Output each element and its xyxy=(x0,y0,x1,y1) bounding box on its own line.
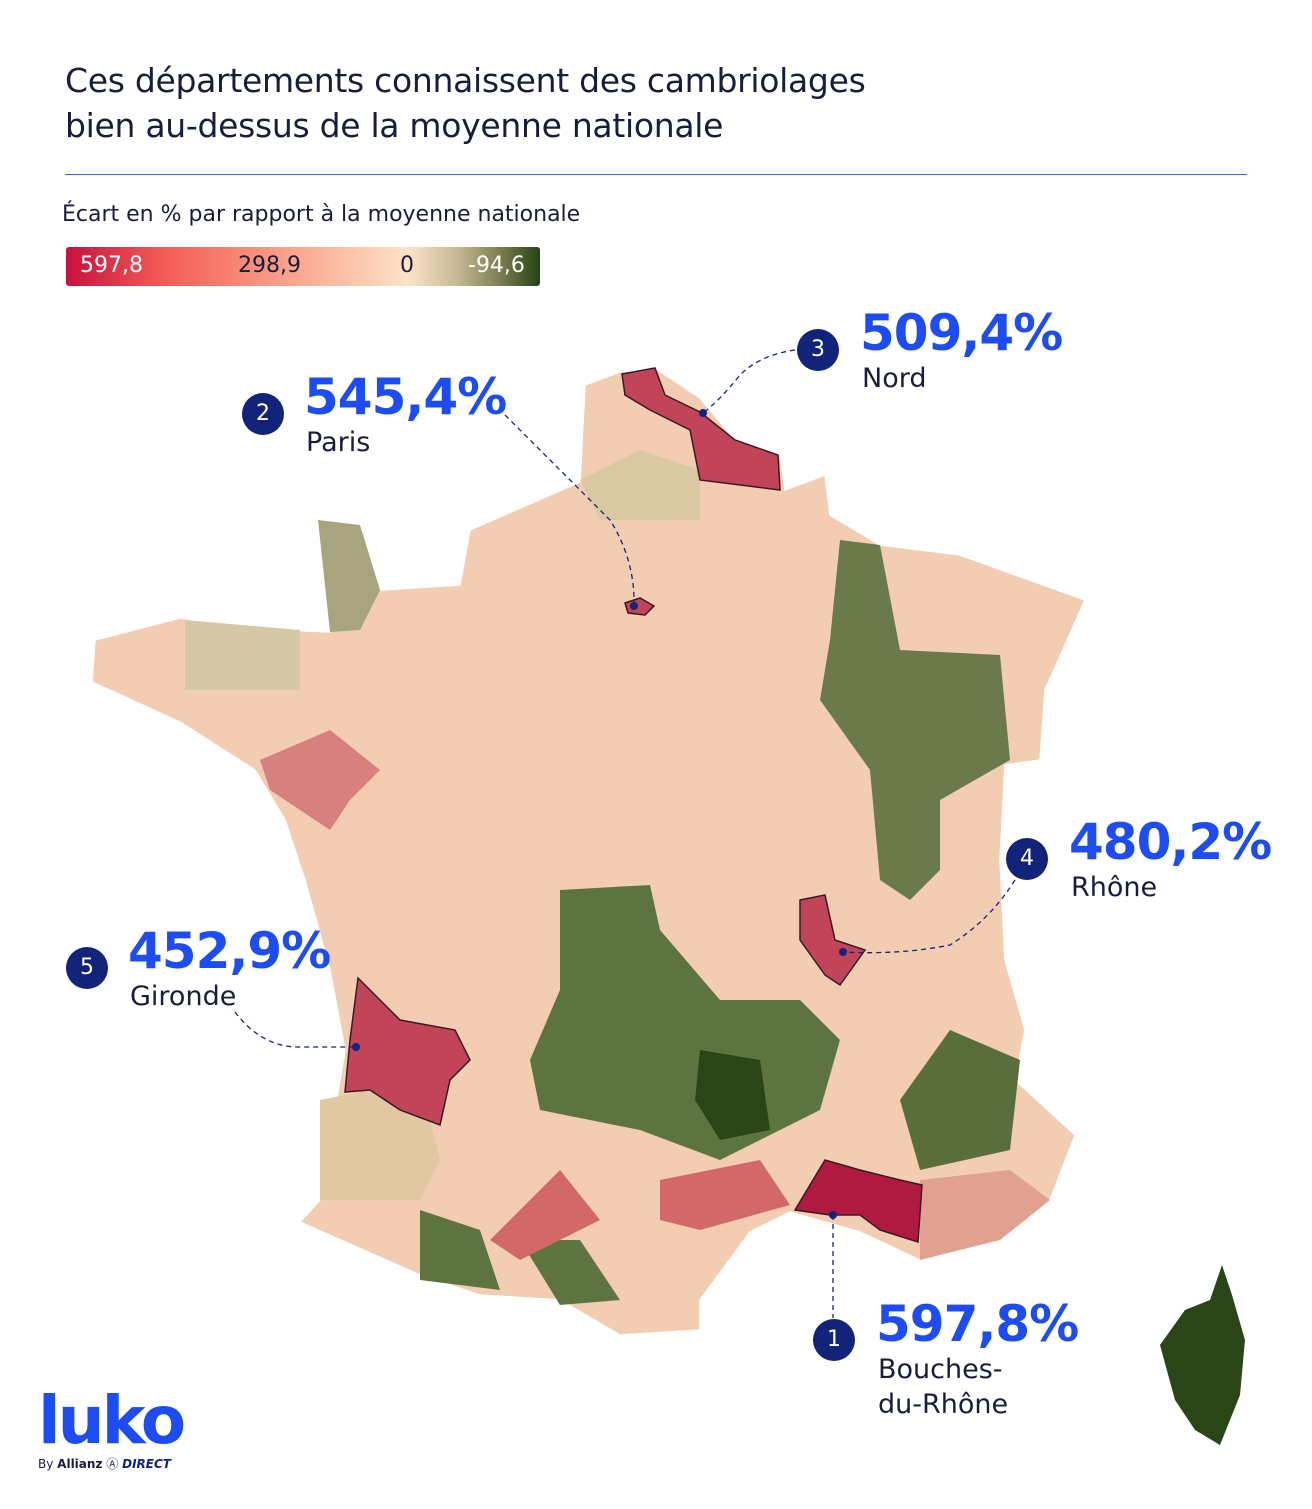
leader-lines xyxy=(234,349,1016,1318)
region-alps-green xyxy=(900,1030,1020,1170)
dept-paris xyxy=(624,597,656,616)
region-pyrenees-green xyxy=(420,1210,620,1305)
luko-logo: luko xyxy=(38,1382,186,1459)
legend-stop-mid: 298,9 xyxy=(238,253,301,278)
legend-stop-max: 597,8 xyxy=(80,253,143,278)
region-normandy xyxy=(318,520,380,632)
dept-gironde xyxy=(344,976,471,1127)
highlight-value: 509,4% xyxy=(860,304,1063,362)
highlight-name: Nord xyxy=(862,363,927,394)
page-title: Ces départements connaissent des cambrio… xyxy=(65,61,866,145)
rank-badge: 1 xyxy=(813,1319,855,1361)
region-occitanie-red xyxy=(490,1160,790,1260)
location-dots xyxy=(352,409,847,1219)
highlight-value: 597,8% xyxy=(876,1295,1079,1353)
rank-badge: 4 xyxy=(1006,838,1048,880)
highlight-name: Paris xyxy=(306,427,371,458)
region-cantal-lozere xyxy=(695,1050,770,1140)
rank-badge: 3 xyxy=(797,329,839,371)
dept-rhone xyxy=(799,894,867,987)
region-east-green xyxy=(820,540,1010,900)
leader-line-paris xyxy=(504,414,635,606)
leader-line-nord xyxy=(702,349,796,414)
rank-badge: 5 xyxy=(66,947,108,989)
legend-stop-min: -94,6 xyxy=(468,253,525,278)
highlight-name: Gironde xyxy=(130,981,237,1012)
region-var xyxy=(920,1170,1050,1260)
legend-title: Écart en % par rapport à la moyenne nati… xyxy=(62,202,581,227)
dept-bouches-du-rhone xyxy=(793,1159,923,1244)
highlight-value: 480,2% xyxy=(1069,813,1272,871)
dept-nord xyxy=(621,367,781,491)
highlight-value: 452,9% xyxy=(128,922,331,980)
color-scale-legend: 597,8 298,9 0 -94,6 xyxy=(66,247,540,286)
region-loire xyxy=(260,730,380,830)
region-north-beige xyxy=(580,450,700,520)
highlight-value: 545,4% xyxy=(304,368,507,426)
highlight-name: Rhône xyxy=(1071,872,1158,903)
legend-stop-zero: 0 xyxy=(400,253,414,278)
highlight-name: Bouches- du-Rhône xyxy=(878,1354,1009,1420)
corsica xyxy=(1160,1265,1245,1445)
region-brittany xyxy=(185,620,300,690)
allianz-icon: Ⓐ xyxy=(106,1457,119,1471)
leader-line-rhone xyxy=(842,879,1016,954)
logo-byline: By Allianz Ⓐ DIRECT xyxy=(38,1457,171,1471)
rank-badge: 2 xyxy=(242,393,284,435)
divider xyxy=(65,174,1247,175)
leader-line-gironde xyxy=(234,1011,356,1048)
